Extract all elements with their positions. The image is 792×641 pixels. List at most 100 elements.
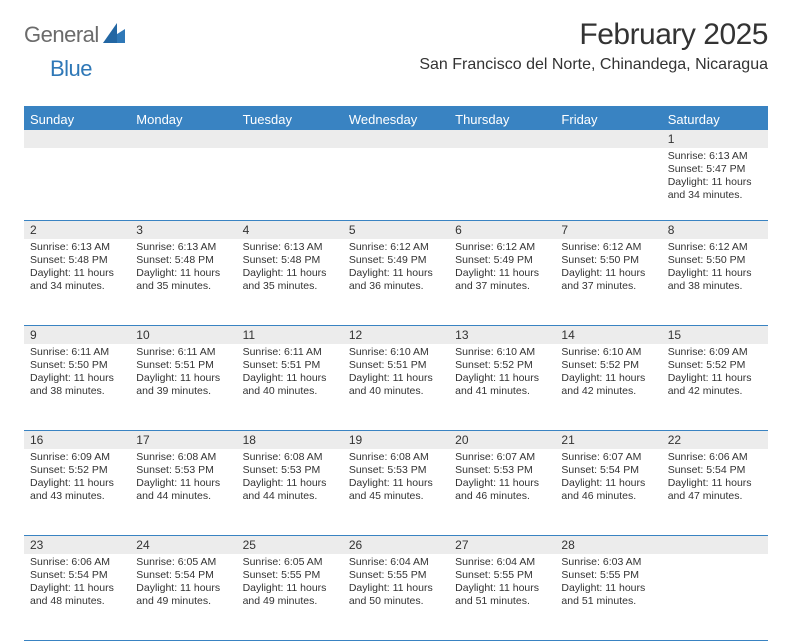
sunset-text: Sunset: 5:55 PM: [561, 569, 655, 582]
day-number: 7: [555, 223, 661, 237]
sunset-text: Sunset: 5:50 PM: [561, 254, 655, 267]
day-number: 21: [555, 433, 661, 447]
calendar-day: Sunrise: 6:08 AMSunset: 5:53 PMDaylight:…: [130, 449, 236, 535]
sunrise-text: Sunrise: 6:10 AM: [349, 346, 443, 359]
calendar-day: Sunrise: 6:08 AMSunset: 5:53 PMDaylight:…: [343, 449, 449, 535]
calendar-day: Sunrise: 6:13 AMSunset: 5:48 PMDaylight:…: [130, 239, 236, 325]
sunrise-text: Sunrise: 6:13 AM: [30, 241, 124, 254]
sunrise-text: Sunrise: 6:06 AM: [668, 451, 762, 464]
sunset-text: Sunset: 5:53 PM: [349, 464, 443, 477]
logo: General: [24, 22, 127, 48]
sunrise-text: Sunrise: 6:06 AM: [30, 556, 124, 569]
sunset-text: Sunset: 5:53 PM: [455, 464, 549, 477]
day-number: 16: [24, 433, 130, 447]
day-number: 6: [449, 223, 555, 237]
calendar-day: Sunrise: 6:03 AMSunset: 5:55 PMDaylight:…: [555, 554, 661, 640]
calendar-day: Sunrise: 6:12 AMSunset: 5:49 PMDaylight:…: [343, 239, 449, 325]
sunrise-text: Sunrise: 6:08 AM: [243, 451, 337, 464]
calendar-day: Sunrise: 6:11 AMSunset: 5:50 PMDaylight:…: [24, 344, 130, 430]
calendar-day: Sunrise: 6:12 AMSunset: 5:49 PMDaylight:…: [449, 239, 555, 325]
sunrise-text: Sunrise: 6:10 AM: [455, 346, 549, 359]
sunrise-text: Sunrise: 6:08 AM: [136, 451, 230, 464]
day-number: 27: [449, 538, 555, 552]
calendar-week: Sunrise: 6:13 AMSunset: 5:48 PMDaylight:…: [24, 239, 768, 326]
sunrise-text: Sunrise: 6:04 AM: [455, 556, 549, 569]
daylight-text: Daylight: 11 hours and 50 minutes.: [349, 582, 443, 608]
calendar-day: Sunrise: 6:13 AMSunset: 5:47 PMDaylight:…: [662, 148, 768, 220]
daylight-text: Daylight: 11 hours and 39 minutes.: [136, 372, 230, 398]
day-number-row: 9101112131415: [24, 326, 768, 344]
daylight-text: Daylight: 11 hours and 44 minutes.: [243, 477, 337, 503]
day-number: 23: [24, 538, 130, 552]
day-number: 19: [343, 433, 449, 447]
calendar-day: Sunrise: 6:11 AMSunset: 5:51 PMDaylight:…: [130, 344, 236, 430]
day-number: 10: [130, 328, 236, 342]
sunset-text: Sunset: 5:52 PM: [30, 464, 124, 477]
calendar-day: Sunrise: 6:06 AMSunset: 5:54 PMDaylight:…: [24, 554, 130, 640]
sunset-text: Sunset: 5:52 PM: [561, 359, 655, 372]
sunset-text: Sunset: 5:50 PM: [30, 359, 124, 372]
daylight-text: Daylight: 11 hours and 49 minutes.: [243, 582, 337, 608]
sunrise-text: Sunrise: 6:13 AM: [668, 150, 762, 163]
calendar-week: Sunrise: 6:09 AMSunset: 5:52 PMDaylight:…: [24, 449, 768, 536]
sunset-text: Sunset: 5:51 PM: [243, 359, 337, 372]
daylight-text: Daylight: 11 hours and 40 minutes.: [349, 372, 443, 398]
sunset-text: Sunset: 5:55 PM: [455, 569, 549, 582]
sunset-text: Sunset: 5:54 PM: [30, 569, 124, 582]
day-number: 9: [24, 328, 130, 342]
sunrise-text: Sunrise: 6:12 AM: [561, 241, 655, 254]
sunrise-text: Sunrise: 6:11 AM: [30, 346, 124, 359]
calendar-day: Sunrise: 6:12 AMSunset: 5:50 PMDaylight:…: [662, 239, 768, 325]
calendar-week: Sunrise: 6:13 AMSunset: 5:47 PMDaylight:…: [24, 148, 768, 221]
sunset-text: Sunset: 5:49 PM: [455, 254, 549, 267]
calendar-day: [237, 148, 343, 220]
day-number: 17: [130, 433, 236, 447]
logo-mark-icon: [103, 23, 125, 48]
daylight-text: Daylight: 11 hours and 45 minutes.: [349, 477, 443, 503]
calendar-day: Sunrise: 6:05 AMSunset: 5:55 PMDaylight:…: [237, 554, 343, 640]
day-number-row: 2345678: [24, 221, 768, 239]
calendar-day: Sunrise: 6:13 AMSunset: 5:48 PMDaylight:…: [237, 239, 343, 325]
sunset-text: Sunset: 5:47 PM: [668, 163, 762, 176]
day-number: 13: [449, 328, 555, 342]
sunrise-text: Sunrise: 6:04 AM: [349, 556, 443, 569]
day-number: 15: [662, 328, 768, 342]
sunset-text: Sunset: 5:55 PM: [243, 569, 337, 582]
calendar-day-header: Sunday Monday Tuesday Wednesday Thursday…: [24, 108, 768, 130]
day-label: Friday: [555, 112, 661, 127]
day-label: Saturday: [662, 112, 768, 127]
day-number: 25: [237, 538, 343, 552]
day-number: 28: [555, 538, 661, 552]
day-number: 22: [662, 433, 768, 447]
sunrise-text: Sunrise: 6:09 AM: [668, 346, 762, 359]
calendar-day: [555, 148, 661, 220]
calendar-day: Sunrise: 6:08 AMSunset: 5:53 PMDaylight:…: [237, 449, 343, 535]
sunrise-text: Sunrise: 6:07 AM: [561, 451, 655, 464]
day-number-row: 16171819202122: [24, 431, 768, 449]
daylight-text: Daylight: 11 hours and 37 minutes.: [455, 267, 549, 293]
day-label: Wednesday: [343, 112, 449, 127]
daylight-text: Daylight: 11 hours and 41 minutes.: [455, 372, 549, 398]
sunset-text: Sunset: 5:52 PM: [668, 359, 762, 372]
sunset-text: Sunset: 5:48 PM: [30, 254, 124, 267]
logo-text-blue: Blue: [50, 56, 92, 81]
calendar-day: [662, 554, 768, 640]
sunrise-text: Sunrise: 6:08 AM: [349, 451, 443, 464]
sunset-text: Sunset: 5:48 PM: [136, 254, 230, 267]
daylight-text: Daylight: 11 hours and 51 minutes.: [455, 582, 549, 608]
day-number: 12: [343, 328, 449, 342]
calendar-week: Sunrise: 6:06 AMSunset: 5:54 PMDaylight:…: [24, 554, 768, 641]
sunset-text: Sunset: 5:55 PM: [349, 569, 443, 582]
calendar-week: Sunrise: 6:11 AMSunset: 5:50 PM Daylight:…: [24, 344, 768, 431]
day-label: Tuesday: [237, 112, 343, 127]
sunrise-text: Sunrise: 6:12 AM: [668, 241, 762, 254]
calendar-day: [343, 148, 449, 220]
calendar-day: [449, 148, 555, 220]
calendar-day: Sunrise: 6:04 AMSunset: 5:55 PMDaylight:…: [449, 554, 555, 640]
daylight-text: Daylight: 11 hours and 48 minutes.: [30, 582, 124, 608]
day-number: 2: [24, 223, 130, 237]
day-label: Monday: [130, 112, 236, 127]
daylight-text: Daylight: 11 hours and 42 minutes.: [561, 372, 655, 398]
sunset-text: Sunset: 5:54 PM: [136, 569, 230, 582]
calendar-day: Sunrise: 6:10 AMSunset: 5:51 PMDaylight:…: [343, 344, 449, 430]
